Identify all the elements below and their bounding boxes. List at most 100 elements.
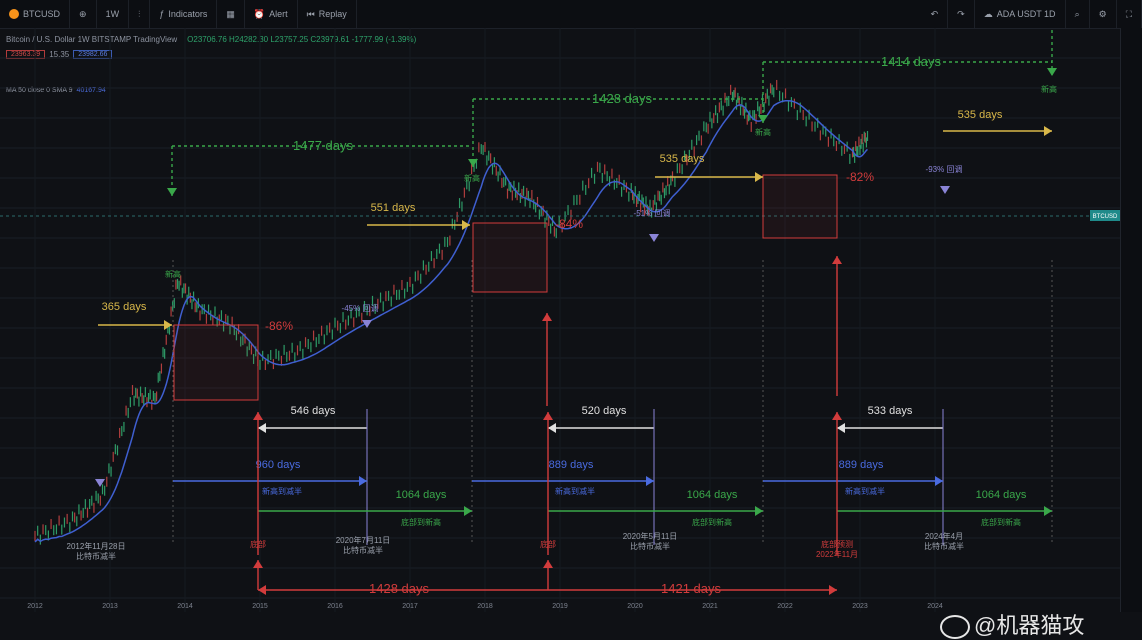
top-label: 新高	[755, 127, 771, 137]
halving-to-top-label: 551 days	[371, 202, 416, 214]
drawdown-label: -86%	[265, 319, 293, 333]
bottom-to-top-label: 1064 days	[976, 489, 1027, 501]
bottom-label: 底部	[250, 539, 266, 549]
gear-icon: ⚙	[1098, 8, 1107, 19]
halving-date-label: 比特币减半	[630, 541, 670, 551]
halving-to-top-arrow-head	[755, 172, 763, 182]
correction-arrow	[95, 479, 105, 487]
symbol-search[interactable]: BTCUSD	[0, 0, 71, 28]
top-to-top-label: 1477 days	[293, 138, 353, 153]
halving-date-label: 2012年11月28日	[67, 541, 126, 551]
top-to-halving-arrow-head	[935, 476, 943, 486]
redo-icon: ↷	[957, 8, 965, 19]
alert-label: Alert	[269, 9, 288, 19]
halving-to-top-arrow-head	[1044, 126, 1052, 136]
correction-arrow	[649, 234, 659, 242]
bottom-to-halving-arrow-head	[258, 423, 266, 433]
x-tick-label: 2018	[477, 603, 493, 610]
bottom-to-bottom-head	[258, 585, 266, 595]
x-tick-label: 2021	[702, 603, 718, 610]
x-tick-label: 2019	[552, 603, 568, 610]
correction-arrow	[362, 320, 372, 328]
correction-label: -51% 回调	[634, 209, 671, 218]
bottom-drop-arrow-head	[543, 560, 553, 568]
symbol-label: BTCUSD	[23, 9, 61, 19]
halving-to-top-arrow-head	[462, 220, 470, 230]
bottom-to-top-arrow-head	[464, 506, 472, 516]
halving-date-label: 比特币减半	[924, 541, 964, 551]
x-tick-label: 2012	[27, 603, 43, 610]
cloud-icon: ☁	[983, 8, 993, 19]
top-to-top-left-head	[468, 159, 478, 167]
correction-arrow	[940, 186, 950, 194]
layout-name: ADA USDT 1D	[996, 9, 1056, 19]
bottom-up-arrow-head	[542, 313, 552, 321]
bottom-label: 底部预测	[821, 539, 853, 549]
interval-label: 1W	[105, 9, 120, 19]
x-tick-label: 2014	[177, 603, 193, 610]
bottom-to-top-caption: 底部到新高	[981, 517, 1021, 527]
weibo-icon	[940, 615, 970, 640]
search-icon: ⌕	[1074, 8, 1080, 19]
chart-type-button[interactable]: ⫶	[129, 0, 151, 28]
bottom-label: 底部	[540, 539, 556, 549]
fullscreen-icon: ⛶	[1125, 8, 1132, 19]
bottom-marker-arrow-head	[832, 412, 842, 420]
top-label: 新高	[464, 173, 480, 183]
bottom-to-bottom-head	[829, 585, 837, 595]
plus-icon: ⊕	[79, 8, 87, 19]
current-price-tag	[1090, 210, 1120, 221]
top-to-halving-label: 889 days	[549, 459, 594, 471]
settings-button[interactable]: ⚙	[1090, 0, 1117, 28]
replay-icon: ⏮	[306, 8, 315, 19]
top-to-halving-caption: 新高到减半	[262, 486, 302, 496]
ma-value: 40167.94	[76, 87, 106, 94]
correction-label: -45% 回调	[342, 304, 379, 313]
layout-name-button[interactable]: ☁ ADA USDT 1D	[975, 0, 1066, 28]
top-to-halving-caption: 新高到减半	[555, 486, 595, 496]
halving-to-top-arrow-head	[164, 320, 172, 330]
grid-icon: ▦	[226, 8, 235, 19]
replay-button[interactable]: ⏮ Replay	[298, 0, 357, 28]
bottom-to-top-label: 1064 days	[687, 489, 738, 501]
halving-to-top-label: 535 days	[660, 153, 705, 165]
bottom-to-halving-arrow-head	[548, 423, 556, 433]
add-symbol-button[interactable]: ⊕	[70, 0, 97, 28]
correction-label: -93% 回调	[926, 165, 963, 174]
top-to-halving-arrow-head	[359, 476, 367, 486]
fullscreen-button[interactable]: ⛶	[1117, 0, 1142, 28]
watermark: @机器猫攻	[940, 608, 1084, 640]
indicators-icon: ƒ	[159, 9, 165, 19]
indicators-label: Indicators	[168, 9, 208, 19]
x-tick-label: 2013	[102, 603, 118, 610]
interval-button[interactable]: 1W	[97, 0, 130, 28]
price-scale[interactable]	[1120, 28, 1142, 612]
bottom-to-bottom-label: 1421 days	[661, 581, 721, 596]
bitcoin-icon	[9, 9, 19, 19]
bottom-up-arrow-head	[832, 256, 842, 264]
indicators-button[interactable]: ƒ Indicators	[150, 0, 218, 28]
current-price-label: BTCUSD	[1093, 214, 1118, 220]
bottom-to-halving-arrow-head	[837, 423, 845, 433]
top-to-halving-label: 960 days	[256, 459, 301, 471]
x-tick-label: 2020	[627, 603, 643, 610]
layout-button[interactable]: ▦	[217, 0, 245, 28]
undo-button[interactable]: ↶	[922, 0, 949, 28]
bottom-label: 2022年11月	[816, 549, 858, 559]
halving-to-top-label: 535 days	[958, 109, 1003, 121]
drawdown-box	[472, 222, 548, 293]
alarm-icon: ⏰	[253, 8, 266, 19]
halving-date-label: 比特币减半	[343, 545, 383, 555]
bottom-to-halving-label: 533 days	[868, 405, 913, 417]
top-to-top-label: 1428 days	[592, 91, 652, 106]
alert-button[interactable]: ⏰ Alert	[245, 0, 298, 28]
chart-canvas[interactable]: 2012 2013 2014 2015 2016 2017 2018 2019 2020 2021…	[0, 28, 1120, 612]
search-button[interactable]: ⌕	[1066, 0, 1090, 28]
bottom-to-halving-label: 520 days	[582, 405, 627, 417]
top-to-halving-caption: 新高到减半	[845, 486, 885, 496]
top-toolbar: BTCUSD ⊕ 1W ⫶ ƒ Indicators ▦ ⏰ Alert ⏮ R…	[0, 0, 1142, 29]
x-tick-label: 2015	[252, 603, 268, 610]
top-label: 新高	[1041, 84, 1057, 94]
replay-label: Replay	[318, 9, 347, 19]
redo-button[interactable]: ↷	[948, 0, 975, 28]
